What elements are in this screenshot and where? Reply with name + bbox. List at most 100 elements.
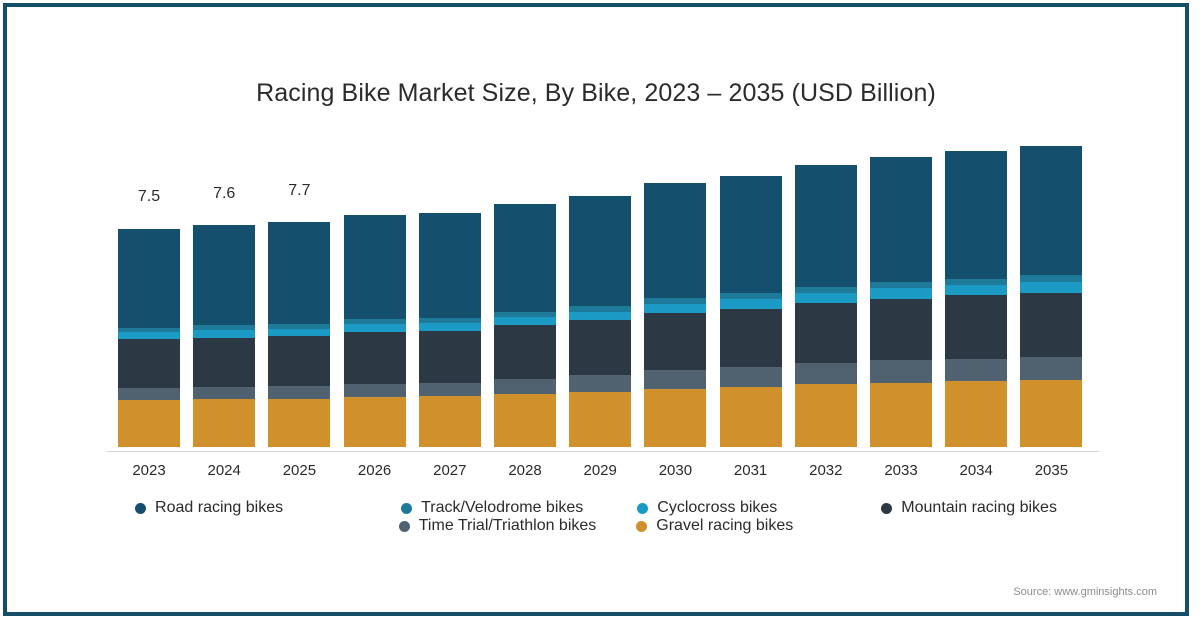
bar-segment-cyclocross-bikes[interactable] bbox=[644, 303, 707, 313]
bar-segment-road-racing-bikes[interactable] bbox=[794, 165, 857, 287]
bar-segment-time-trial-triathlon-bikes[interactable] bbox=[118, 388, 180, 400]
bar-segment-track-velodrome-bikes[interactable] bbox=[719, 293, 782, 299]
legend-item-track-velodrome-bikes[interactable]: Track/Velodrome bikes bbox=[401, 499, 583, 517]
bar-segment-gravel-racing-bikes[interactable] bbox=[343, 396, 406, 447]
bar-segment-mountain-racing-bikes[interactable] bbox=[870, 298, 932, 361]
bar-segment-road-racing-bikes[interactable] bbox=[268, 222, 331, 324]
bar-segment-time-trial-triathlon-bikes[interactable] bbox=[644, 369, 707, 390]
bar-segment-cyclocross-bikes[interactable] bbox=[945, 284, 1008, 296]
bar-segment-time-trial-triathlon-bikes[interactable] bbox=[1020, 356, 1083, 381]
bar-segment-track-velodrome-bikes[interactable] bbox=[193, 325, 256, 331]
bar-segment-road-racing-bikes[interactable] bbox=[193, 225, 256, 326]
legend-swatch-icon bbox=[636, 520, 648, 532]
bar-segment-track-velodrome-bikes[interactable] bbox=[268, 323, 331, 329]
bar-segment-mountain-racing-bikes[interactable] bbox=[193, 337, 256, 388]
legend-item-label: Mountain racing bikes bbox=[901, 499, 1057, 516]
bar-segment-road-racing-bikes[interactable] bbox=[870, 157, 932, 282]
bar-segment-cyclocross-bikes[interactable] bbox=[569, 311, 632, 321]
bar-segment-mountain-racing-bikes[interactable] bbox=[794, 302, 857, 363]
bar-segment-cyclocross-bikes[interactable] bbox=[268, 328, 331, 337]
bar-segment-track-velodrome-bikes[interactable] bbox=[569, 306, 632, 312]
bar-segment-cyclocross-bikes[interactable] bbox=[794, 292, 857, 303]
bar-segment-mountain-racing-bikes[interactable] bbox=[719, 308, 782, 367]
bar-segment-cyclocross-bikes[interactable] bbox=[494, 316, 556, 326]
bar-segment-track-velodrome-bikes[interactable] bbox=[1020, 275, 1083, 282]
bar-segment-time-trial-triathlon-bikes[interactable] bbox=[193, 387, 256, 400]
bar-segment-track-velodrome-bikes[interactable] bbox=[118, 327, 180, 332]
legend-item-label: Gravel racing bikes bbox=[656, 517, 794, 534]
legend-item-road-racing-bikes[interactable]: Road racing bikes bbox=[135, 499, 283, 517]
source-attribution: Source: www.gminsights.com bbox=[1013, 586, 1157, 598]
bar-segment-gravel-racing-bikes[interactable] bbox=[1020, 380, 1083, 447]
bar-segment-track-velodrome-bikes[interactable] bbox=[794, 286, 857, 293]
legend-item-time-trial-triathlon-bikes[interactable]: Time Trial/Triathlon bikes bbox=[398, 517, 596, 535]
bar-segment-cyclocross-bikes[interactable] bbox=[719, 298, 782, 309]
bar-stack bbox=[343, 215, 406, 447]
bar-segment-road-racing-bikes[interactable] bbox=[494, 203, 556, 312]
bar-segment-cyclocross-bikes[interactable] bbox=[870, 288, 932, 299]
bar-segment-track-velodrome-bikes[interactable] bbox=[494, 311, 556, 317]
bar-segment-gravel-racing-bikes[interactable] bbox=[945, 381, 1008, 447]
bar-stack bbox=[870, 157, 932, 447]
bar-segment-time-trial-triathlon-bikes[interactable] bbox=[268, 386, 331, 399]
bar-segment-cyclocross-bikes[interactable] bbox=[118, 331, 180, 340]
bar-segment-track-velodrome-bikes[interactable] bbox=[870, 281, 932, 289]
bar-segment-road-racing-bikes[interactable] bbox=[569, 195, 632, 307]
legend-swatch-icon bbox=[881, 502, 893, 514]
bar-segment-mountain-racing-bikes[interactable] bbox=[945, 295, 1008, 359]
legend-swatch-icon bbox=[401, 502, 413, 514]
bar-segment-cyclocross-bikes[interactable] bbox=[193, 330, 256, 338]
legend-item-gravel-racing-bikes[interactable]: Gravel racing bikes bbox=[636, 517, 793, 535]
bar-segment-cyclocross-bikes[interactable] bbox=[1020, 281, 1083, 293]
bar-segment-cyclocross-bikes[interactable] bbox=[418, 322, 481, 331]
bar-segment-time-trial-triathlon-bikes[interactable] bbox=[870, 360, 932, 383]
bar-segment-time-trial-triathlon-bikes[interactable] bbox=[719, 366, 782, 387]
bar-segment-road-racing-bikes[interactable] bbox=[118, 229, 180, 328]
bar-segment-gravel-racing-bikes[interactable] bbox=[870, 382, 932, 447]
bar-segment-road-racing-bikes[interactable] bbox=[945, 150, 1008, 279]
bar-segment-time-trial-triathlon-bikes[interactable] bbox=[494, 378, 556, 395]
bar-stack bbox=[569, 195, 632, 447]
bar-segment-gravel-racing-bikes[interactable] bbox=[118, 399, 180, 447]
bar-segment-gravel-racing-bikes[interactable] bbox=[418, 396, 481, 447]
bar-stack bbox=[494, 203, 556, 447]
legend-item-mountain-racing-bikes[interactable]: Mountain racing bikes bbox=[881, 499, 1057, 517]
bar-segment-road-racing-bikes[interactable] bbox=[719, 175, 782, 294]
bar-segment-mountain-racing-bikes[interactable] bbox=[494, 325, 556, 379]
bar-segment-mountain-racing-bikes[interactable] bbox=[1020, 292, 1083, 357]
bar-segment-time-trial-triathlon-bikes[interactable] bbox=[343, 383, 406, 397]
x-axis-tick-2023: 2023 bbox=[132, 462, 166, 479]
bar-segment-track-velodrome-bikes[interactable] bbox=[945, 278, 1008, 285]
bar-segment-road-racing-bikes[interactable] bbox=[644, 182, 707, 298]
bar-segment-gravel-racing-bikes[interactable] bbox=[794, 384, 857, 447]
bar-segment-gravel-racing-bikes[interactable] bbox=[494, 394, 556, 447]
legend-item-cyclocross-bikes[interactable]: Cyclocross bikes bbox=[637, 499, 777, 517]
bar-segment-road-racing-bikes[interactable] bbox=[1020, 145, 1083, 276]
bar-segment-gravel-racing-bikes[interactable] bbox=[193, 399, 256, 447]
bar-segment-gravel-racing-bikes[interactable] bbox=[719, 386, 782, 447]
bar-segment-mountain-racing-bikes[interactable] bbox=[644, 312, 707, 370]
bar-segment-cyclocross-bikes[interactable] bbox=[343, 323, 406, 332]
bar-segment-mountain-racing-bikes[interactable] bbox=[268, 336, 331, 387]
bar-segment-gravel-racing-bikes[interactable] bbox=[569, 392, 632, 447]
bar-segment-time-trial-triathlon-bikes[interactable] bbox=[794, 362, 857, 385]
bar-segment-gravel-racing-bikes[interactable] bbox=[268, 398, 331, 447]
bar-segment-mountain-racing-bikes[interactable] bbox=[118, 339, 180, 389]
bar-segment-time-trial-triathlon-bikes[interactable] bbox=[945, 358, 1008, 382]
chart-frame: Racing Bike Market Size, By Bike, 2023 –… bbox=[3, 3, 1189, 616]
bar-segment-track-velodrome-bikes[interactable] bbox=[644, 297, 707, 304]
x-axis-tick-2031: 2031 bbox=[733, 462, 768, 479]
bar-segment-time-trial-triathlon-bikes[interactable] bbox=[418, 382, 481, 397]
bar-segment-mountain-racing-bikes[interactable] bbox=[569, 320, 632, 376]
bar-segment-road-racing-bikes[interactable] bbox=[343, 215, 406, 319]
x-axis-tick-2024: 2024 bbox=[207, 462, 241, 479]
bar-segment-mountain-racing-bikes[interactable] bbox=[418, 330, 481, 383]
bar-segment-track-velodrome-bikes[interactable] bbox=[343, 318, 406, 324]
legend-item-label: Track/Velodrome bikes bbox=[421, 499, 584, 516]
bar-segment-road-racing-bikes[interactable] bbox=[418, 213, 481, 318]
bar-segment-track-velodrome-bikes[interactable] bbox=[418, 317, 481, 323]
bar-value-label: 7.6 bbox=[213, 185, 236, 203]
bar-segment-mountain-racing-bikes[interactable] bbox=[343, 331, 406, 384]
bar-segment-gravel-racing-bikes[interactable] bbox=[644, 389, 707, 447]
bar-segment-time-trial-triathlon-bikes[interactable] bbox=[569, 375, 632, 393]
